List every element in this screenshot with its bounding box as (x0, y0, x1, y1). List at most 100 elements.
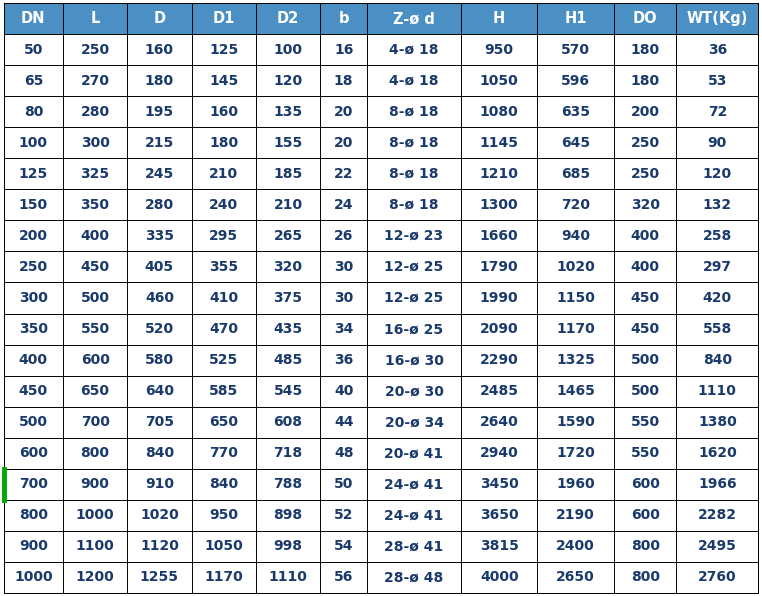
Text: 300: 300 (81, 136, 110, 150)
Bar (4, 406, 63, 437)
Bar (461, 469, 537, 500)
Bar (63, 313, 127, 344)
Text: 20: 20 (334, 136, 354, 150)
Bar (127, 344, 191, 375)
Text: 470: 470 (210, 322, 239, 336)
Bar (677, 190, 758, 221)
Text: 2282: 2282 (698, 508, 737, 522)
Bar (191, 500, 256, 531)
Text: 8-ø 18: 8-ø 18 (389, 198, 439, 212)
Text: 1080: 1080 (480, 105, 519, 119)
Bar (677, 375, 758, 406)
Bar (127, 3, 191, 34)
Bar (367, 159, 461, 190)
Text: 1150: 1150 (556, 291, 595, 305)
Text: b: b (338, 11, 349, 26)
Bar (367, 500, 461, 531)
Text: 585: 585 (209, 384, 239, 398)
Bar (677, 500, 758, 531)
Bar (63, 159, 127, 190)
Text: 180: 180 (145, 74, 174, 88)
Text: 48: 48 (334, 446, 354, 460)
Bar (4, 375, 63, 406)
Text: 12-ø 25: 12-ø 25 (384, 260, 443, 274)
Text: 3450: 3450 (480, 477, 519, 491)
Bar (537, 127, 614, 159)
Text: 600: 600 (19, 446, 48, 460)
Bar (4, 252, 63, 283)
Bar (63, 221, 127, 252)
Text: 22: 22 (334, 167, 354, 181)
Bar (614, 344, 677, 375)
Bar (256, 406, 320, 437)
Text: 36: 36 (334, 353, 354, 367)
Text: 500: 500 (631, 384, 660, 398)
Text: 1020: 1020 (556, 260, 595, 274)
Text: 1465: 1465 (556, 384, 595, 398)
Bar (63, 283, 127, 313)
Bar (614, 34, 677, 65)
Bar (127, 375, 191, 406)
Bar (614, 562, 677, 593)
Text: 20-ø 30: 20-ø 30 (385, 384, 443, 398)
Text: 30: 30 (334, 260, 354, 274)
Bar (256, 159, 320, 190)
Bar (677, 313, 758, 344)
Bar (614, 65, 677, 96)
Bar (191, 469, 256, 500)
Text: 280: 280 (145, 198, 174, 212)
Text: 44: 44 (334, 415, 354, 429)
Bar (537, 3, 614, 34)
Bar (4, 344, 63, 375)
Bar (4, 531, 63, 562)
Bar (256, 531, 320, 562)
Text: 210: 210 (209, 167, 239, 181)
Bar (537, 500, 614, 531)
Text: 1620: 1620 (698, 446, 737, 460)
Bar (63, 500, 127, 531)
Text: 500: 500 (19, 415, 48, 429)
Text: 180: 180 (631, 42, 660, 57)
Bar (256, 283, 320, 313)
Bar (367, 531, 461, 562)
Text: 400: 400 (631, 260, 660, 274)
Text: 1110: 1110 (698, 384, 737, 398)
Bar (256, 500, 320, 531)
Text: 155: 155 (274, 136, 303, 150)
Bar (367, 375, 461, 406)
Text: 1000: 1000 (75, 508, 114, 522)
Bar (127, 34, 191, 65)
Bar (461, 531, 537, 562)
Bar (127, 562, 191, 593)
Text: 2190: 2190 (556, 508, 595, 522)
Text: 40: 40 (334, 384, 354, 398)
Bar (677, 159, 758, 190)
Text: 320: 320 (274, 260, 303, 274)
Bar (63, 34, 127, 65)
Bar (614, 127, 677, 159)
Bar (461, 500, 537, 531)
Bar (320, 221, 367, 252)
Bar (63, 252, 127, 283)
Bar (461, 96, 537, 127)
Text: 1000: 1000 (14, 570, 53, 585)
Text: 705: 705 (145, 415, 174, 429)
Bar (367, 562, 461, 593)
Bar (537, 531, 614, 562)
Text: 400: 400 (81, 229, 110, 243)
Text: 240: 240 (209, 198, 239, 212)
Bar (320, 313, 367, 344)
Text: 145: 145 (209, 74, 239, 88)
Text: H: H (493, 11, 505, 26)
Text: DO: DO (633, 11, 658, 26)
Bar (127, 190, 191, 221)
Text: 160: 160 (145, 42, 174, 57)
Bar (677, 469, 758, 500)
Bar (127, 221, 191, 252)
Text: 420: 420 (703, 291, 732, 305)
Text: 135: 135 (274, 105, 303, 119)
Bar (191, 283, 256, 313)
Text: 350: 350 (19, 322, 48, 336)
Bar (614, 437, 677, 469)
Text: 355: 355 (209, 260, 239, 274)
